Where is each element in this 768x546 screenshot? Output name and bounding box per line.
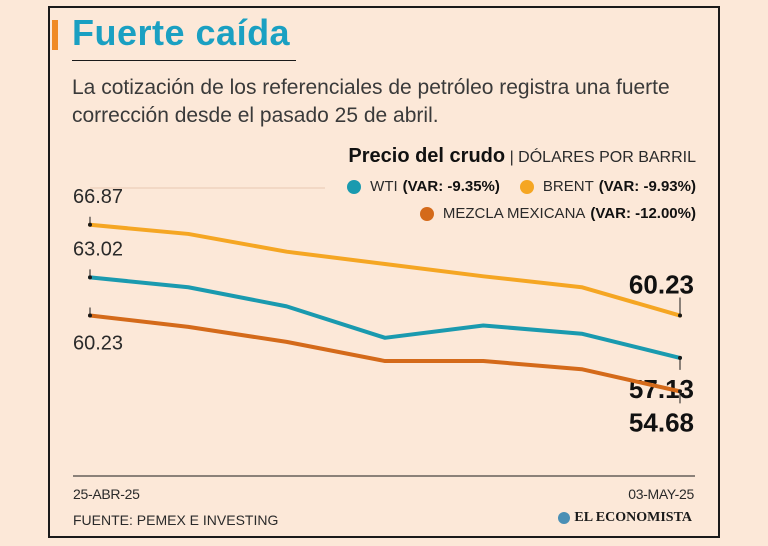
source-note: FUENTE: PEMEX E INVESTING: [73, 512, 279, 528]
mezcla-legend-marker: [419, 206, 434, 221]
legend-mezcla-var: (VAR: -12.00%): [590, 205, 696, 222]
brent-start-point: [88, 222, 92, 227]
wti-start-label: 63.02: [73, 238, 123, 260]
wti-series-line: [88, 275, 682, 360]
legend-brent-name: BRENT: [542, 178, 594, 195]
brent-series-line: [88, 222, 682, 318]
brent-end-point: [678, 313, 682, 318]
legend-brent-var: (VAR: -9.93%): [598, 178, 696, 195]
brand-logo: EL ECONOMISTA: [558, 510, 692, 526]
mezcla-mexicana-end-label: 54.68: [629, 407, 694, 437]
brent-start-label: 66.87: [73, 186, 123, 208]
legend-mezcla-name: MEZCLA MEXICANA: [442, 205, 586, 222]
wti-end-point: [678, 355, 682, 360]
mezcla-mexicana-start-point: [88, 313, 92, 318]
chart-frame: [48, 6, 720, 538]
brand-mark-icon: [558, 512, 571, 524]
legend-header: Precio del crudo | DÓLARES POR BARRIL: [348, 145, 696, 168]
title-accent-bar: [52, 20, 58, 50]
legend-wti-name: WTI: [370, 178, 398, 195]
legend-separator: |: [509, 149, 514, 166]
x-axis-end-label: 03-MAY-25: [628, 486, 694, 502]
legend-unit: DÓLARES POR BARRIL: [518, 149, 696, 166]
mezcla-mexicana-series-line: [88, 313, 682, 394]
chart-title: Fuerte caída: [72, 12, 291, 53]
brent-legend-marker: [519, 179, 534, 194]
mezcla-mexicana-end-point: [678, 389, 682, 394]
brand-name: EL ECONOMISTA: [574, 510, 692, 525]
mezcla-mexicana-start-label: 60.23: [73, 333, 123, 355]
brent-end-label: 60.23: [629, 270, 694, 300]
legend-row-1: WTI (VAR: -9.35%) BRENT (VAR: -9.93%): [347, 178, 696, 195]
wti-start-point: [88, 275, 92, 280]
title-rule: [72, 60, 296, 61]
wti-legend-marker: [347, 179, 362, 194]
legend-row-2: MEZCLA MEXICANA (VAR: -12.00%): [419, 205, 696, 222]
chart-subtitle: La cotización de los referenciales de pe…: [72, 76, 670, 127]
legend-wti-var: (VAR: -9.35%): [402, 178, 500, 195]
legend-title: Precio del crudo: [348, 145, 506, 167]
x-axis-start-label: 25-ABR-25: [73, 486, 140, 502]
